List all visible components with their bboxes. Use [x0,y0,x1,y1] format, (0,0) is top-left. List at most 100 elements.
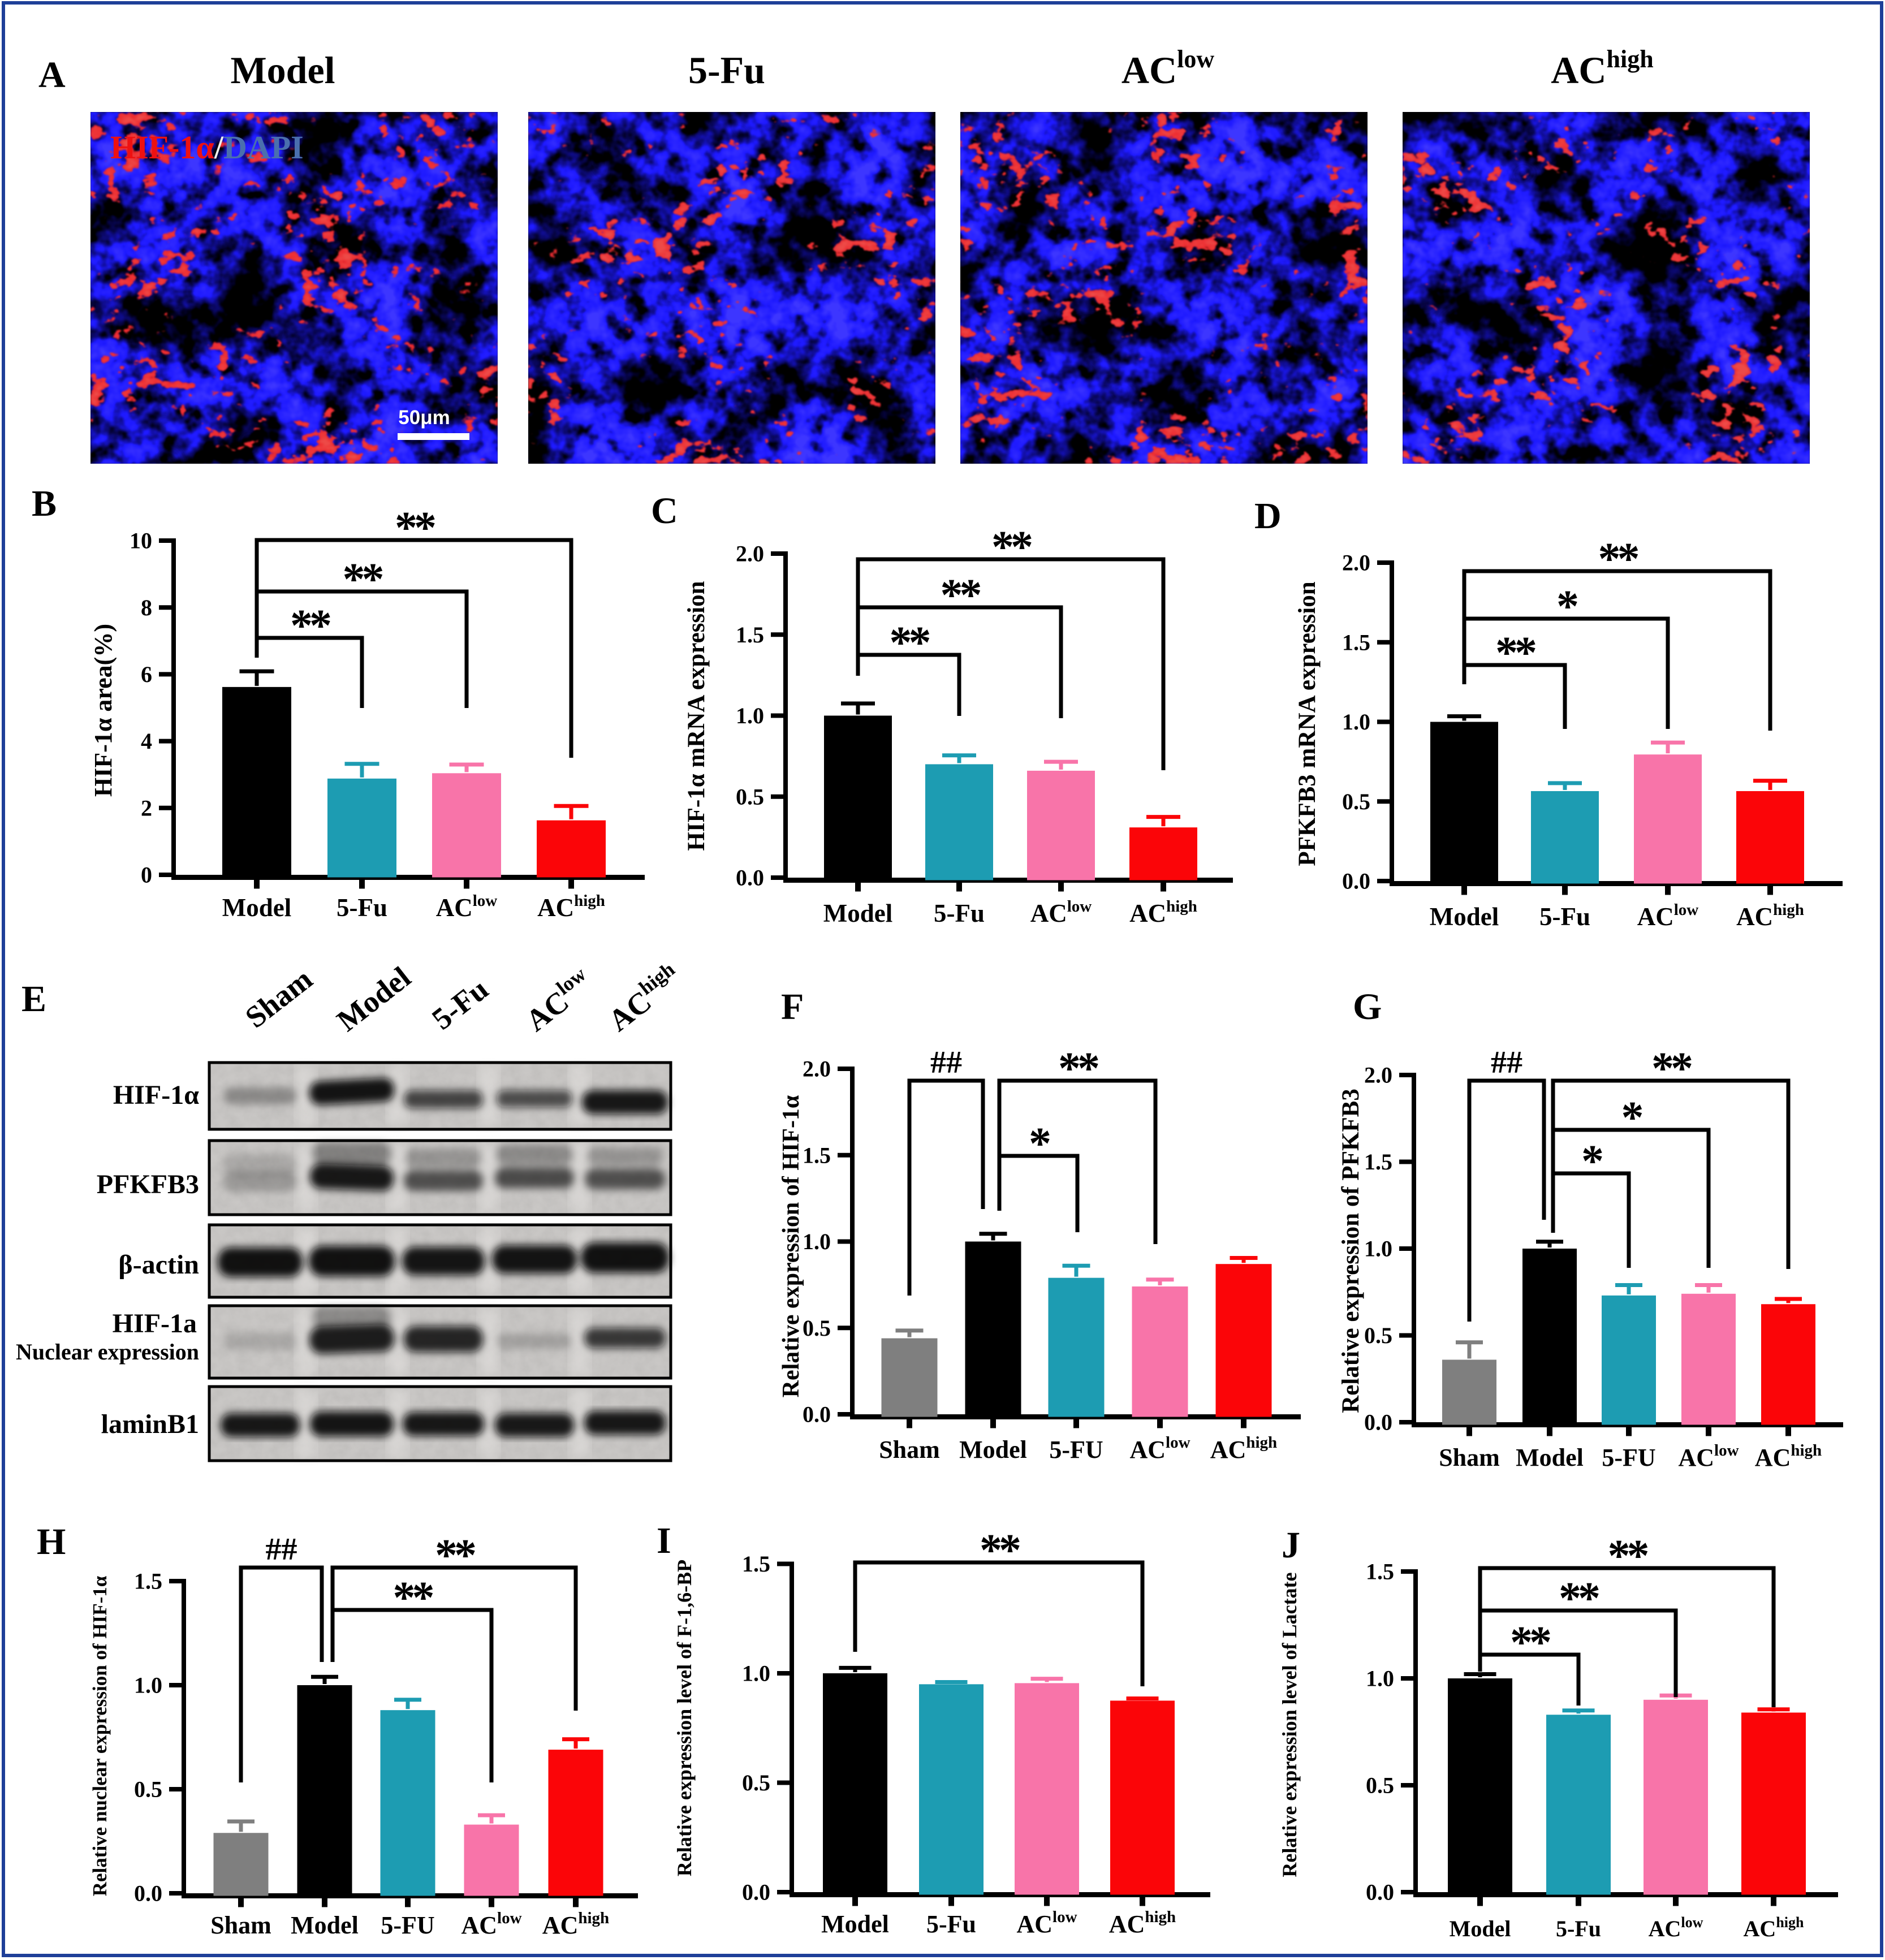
svg-text:**: ** [1651,1044,1692,1094]
svg-text:Relative expression of PFKFB3: Relative expression of PFKFB3 [1338,1089,1364,1413]
svg-text:1.0: 1.0 [134,1673,162,1698]
svg-text:AChigh: AChigh [1744,1914,1804,1941]
svg-text:1.0: 1.0 [1366,1666,1394,1691]
svg-text:##: ## [1491,1045,1522,1080]
svg-text:2.0: 2.0 [1342,550,1370,576]
svg-text:**: ** [395,503,435,553]
svg-text:*: * [1029,1119,1050,1169]
svg-text:0.0: 0.0 [1364,1410,1392,1435]
svg-text:10: 10 [130,528,152,554]
svg-text:0.5: 0.5 [1364,1323,1392,1348]
svg-text:1.0: 1.0 [803,1229,831,1254]
svg-text:**: ** [435,1531,475,1581]
svg-text:AClow: AClow [1121,45,1214,92]
svg-text:laminB1: laminB1 [101,1409,199,1439]
svg-text:*: * [1556,582,1577,632]
svg-text:HIF-1α: HIF-1α [113,1080,199,1110]
svg-text:Model: Model [1450,1916,1511,1941]
svg-text:B: B [32,483,57,524]
svg-text:1.5: 1.5 [1366,1559,1394,1585]
svg-text:*: * [1581,1137,1602,1186]
svg-text:**: ** [941,571,981,620]
svg-text:E: E [21,978,46,1020]
svg-text:1.5: 1.5 [742,1551,770,1577]
svg-text:0.5: 0.5 [803,1315,831,1341]
svg-text:Model: Model [1516,1444,1584,1471]
svg-text:0.5: 0.5 [1366,1773,1394,1798]
svg-text:HIF-1α mRNA expression: HIF-1α mRNA expression [683,581,710,851]
svg-text:**: ** [1510,1618,1550,1668]
svg-text:1.0: 1.0 [1342,709,1370,735]
svg-text:Model: Model [823,899,892,927]
svg-text:PFKFB3 mRNA expression: PFKFB3 mRNA expression [1294,581,1321,866]
svg-text:0.0: 0.0 [1366,1880,1394,1905]
svg-text:0.0: 0.0 [803,1402,831,1427]
svg-text:**: ** [1495,628,1535,678]
svg-text:1.0: 1.0 [1364,1236,1392,1262]
svg-text:5-Fu: 5-Fu [934,899,985,927]
svg-text:5-Fu: 5-Fu [1556,1916,1601,1941]
svg-text:PFKFB3: PFKFB3 [97,1169,199,1199]
svg-text:Nuclear expression: Nuclear expression [16,1339,199,1365]
svg-text:A: A [38,54,66,96]
svg-text:AClow: AClow [1030,897,1092,927]
svg-text:1.0: 1.0 [742,1661,770,1686]
svg-text:1.0: 1.0 [736,703,764,728]
svg-text:Sham: Sham [210,1911,271,1939]
svg-text:Model: Model [959,1436,1027,1463]
svg-text:HIF-1α/DAPI: HIF-1α/DAPI [110,129,304,166]
svg-text:0.0: 0.0 [736,865,764,891]
svg-text:0.5: 0.5 [742,1770,770,1795]
svg-text:**: ** [343,555,383,605]
svg-text:0.0: 0.0 [742,1880,770,1905]
svg-text:I: I [657,1520,671,1561]
svg-text:AChigh: AChigh [1736,901,1804,931]
svg-text:0.5: 0.5 [736,784,764,809]
svg-text:Model: Model [821,1910,889,1938]
svg-text:##: ## [266,1532,297,1567]
svg-text:5-Fu: 5-Fu [337,893,387,922]
svg-text:1.5: 1.5 [1342,629,1370,655]
svg-text:0.5: 0.5 [134,1777,162,1802]
svg-text:##: ## [930,1045,962,1080]
svg-text:5-Fu: 5-Fu [1539,903,1590,931]
svg-text:1.5: 1.5 [803,1142,831,1168]
svg-text:D: D [1254,495,1282,537]
svg-text:AClow: AClow [1637,901,1699,931]
svg-text:0.5: 0.5 [1342,789,1370,814]
svg-text:Model: Model [222,893,291,922]
svg-text:Sham: Sham [879,1436,940,1463]
svg-text:**: ** [1608,1531,1648,1581]
svg-text:**: ** [980,1526,1020,1575]
svg-text:5-Fu: 5-Fu [926,1910,976,1938]
svg-text:Relative expression of HIF-1α: Relative expression of HIF-1α [778,1095,804,1397]
svg-text:Relative expression level of L: Relative expression level of Lactate [1278,1572,1301,1877]
svg-text:0.0: 0.0 [134,1881,162,1906]
svg-text:2.0: 2.0 [803,1056,831,1082]
svg-text:5-FU: 5-FU [1602,1444,1655,1471]
svg-text:8: 8 [141,595,152,620]
svg-text:5-FU: 5-FU [381,1911,434,1939]
svg-text:0.0: 0.0 [1342,869,1370,894]
svg-text:**: ** [890,618,930,668]
svg-text:Model: Model [1430,903,1499,931]
svg-text:**: ** [393,1573,433,1623]
svg-text:**: ** [1598,534,1638,584]
svg-text:Model: Model [291,1911,359,1939]
svg-text:4: 4 [141,728,152,754]
svg-text:C: C [651,490,678,532]
svg-text:**: ** [290,601,330,651]
svg-text:2: 2 [141,795,152,821]
svg-text:6: 6 [141,662,152,687]
svg-text:Sham: Sham [1439,1444,1500,1471]
svg-text:2.0: 2.0 [736,541,764,567]
svg-text:AClow: AClow [1129,1434,1190,1463]
svg-text:50μm: 50μm [398,407,450,429]
svg-text:1.5: 1.5 [134,1569,162,1594]
svg-text:HIF-1a: HIF-1a [113,1309,197,1339]
svg-text:H: H [37,1521,66,1562]
svg-text:HIF-1α area(%): HIF-1α area(%) [89,624,117,797]
svg-text:F: F [781,986,804,1028]
svg-text:5-Fu: 5-Fu [688,49,765,92]
svg-text:**: ** [1559,1574,1599,1624]
